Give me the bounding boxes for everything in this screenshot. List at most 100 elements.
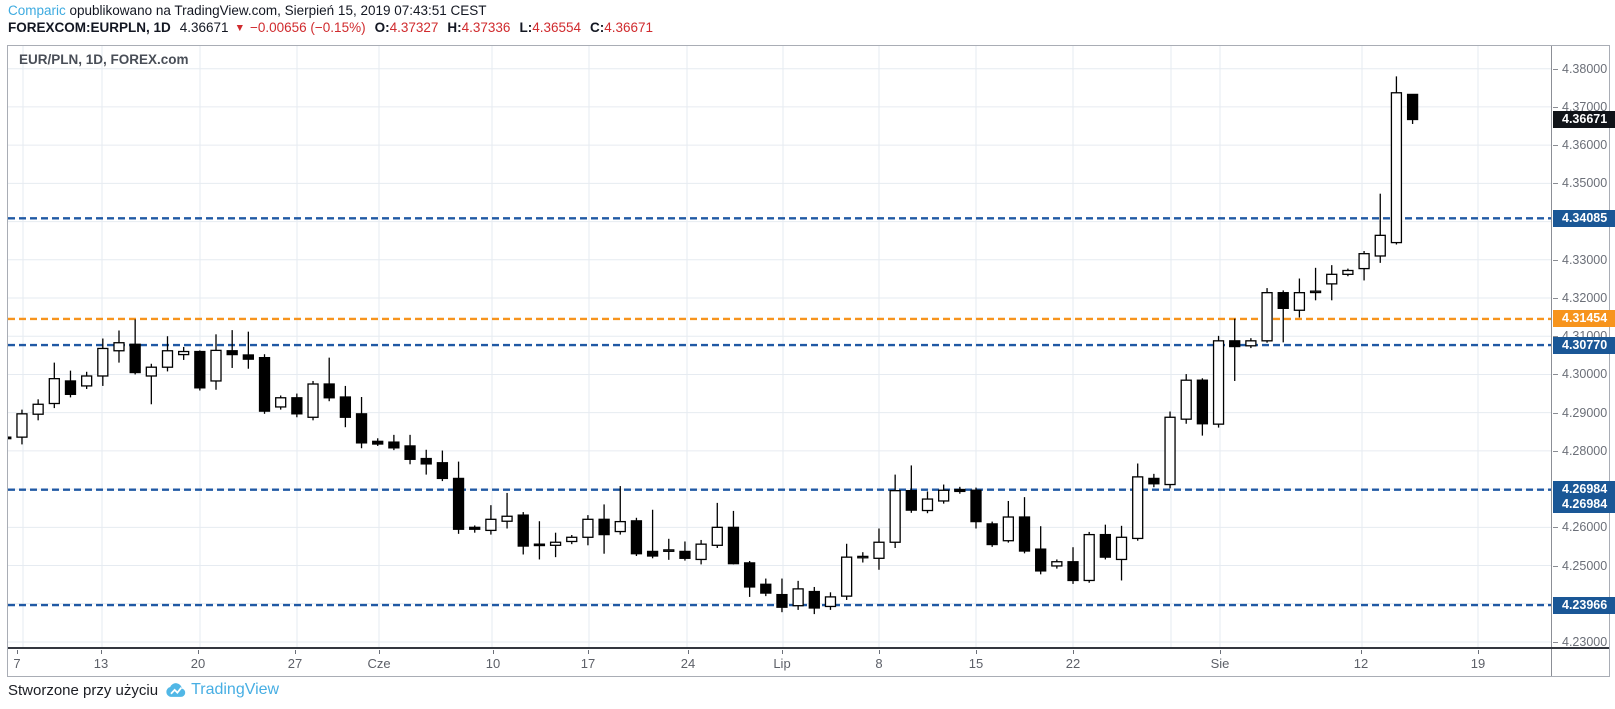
candle-body — [323, 383, 335, 399]
candle-body — [258, 356, 271, 412]
candle-body — [420, 457, 432, 465]
candle-body — [549, 541, 562, 546]
candle-body — [1229, 340, 1241, 348]
price-tick-label: 4.38000 — [1552, 61, 1607, 77]
time-tick — [295, 650, 296, 654]
time-tick — [379, 650, 380, 654]
candle-body — [905, 489, 917, 511]
candle-body — [663, 549, 675, 552]
price-tick-label: 4.26000 — [1552, 519, 1607, 535]
candle-body — [1390, 92, 1403, 244]
time-tick-label: 8 — [875, 656, 883, 671]
time-tick — [1361, 650, 1362, 654]
time-tick — [976, 650, 977, 654]
price-tick-label: 4.37000 — [1552, 99, 1607, 115]
candle-body — [1406, 93, 1419, 121]
time-tick-label: 20 — [190, 656, 206, 671]
level-lines — [8, 217, 1551, 607]
low-value: 4.36554 — [532, 20, 582, 35]
candle-body — [921, 498, 934, 512]
candle-body — [1245, 340, 1257, 347]
chart-frame: EUR/PLN, 1D, FOREX.com 4.38000 4.37000 4.3… — [7, 45, 1615, 677]
time-tick — [101, 650, 102, 654]
high-label: H: — [447, 20, 462, 35]
time-tick-label: Cze — [367, 656, 391, 671]
time-tick — [782, 650, 783, 654]
symbol-interval: FOREXCOM:EURPLN, 1D — [8, 20, 171, 35]
candle-body — [501, 515, 513, 522]
down-triangle-icon: ▼ — [234, 22, 245, 34]
time-tick — [688, 650, 689, 654]
candle-body — [32, 403, 44, 415]
candle-body — [178, 350, 190, 356]
candle-body — [1326, 273, 1338, 285]
time-tick-label: 13 — [93, 656, 109, 671]
candle-body — [857, 555, 869, 559]
candle-body — [792, 588, 804, 607]
candle-body — [452, 477, 465, 530]
candle-body — [372, 440, 384, 445]
candle-body — [824, 596, 837, 608]
price-tick-label: 4.33000 — [1552, 252, 1607, 268]
time-tick — [198, 650, 199, 654]
quote-line: FOREXCOM:EURPLN, 1D 4.36671 ▼ −0.00656 (… — [8, 20, 653, 35]
candle-body — [307, 383, 319, 418]
time-axis[interactable]: 7 13 20 27 Cze 10 17 24 Lip 8 15 22 Sie 12 19 — [8, 648, 1551, 675]
price-tick-label: 4.32000 — [1552, 290, 1607, 306]
time-tick-label: 15 — [968, 656, 984, 671]
level-price-badge: 4.34085 — [1553, 209, 1615, 227]
gridlines — [8, 46, 1551, 648]
price-tick-label: 4.25000 — [1552, 558, 1607, 574]
tradingview-link[interactable]: TradingView — [191, 681, 280, 698]
candle-body — [1293, 292, 1306, 311]
candle-body — [210, 349, 222, 382]
candle-body — [808, 590, 820, 609]
candle-body — [1067, 561, 1079, 582]
publish-line: Comparic opublikowano na TradingView.com… — [8, 3, 653, 18]
time-tick — [1220, 650, 1221, 654]
footer: Stworzone przy użyciu TradingView — [8, 681, 279, 699]
time-tick — [17, 650, 18, 654]
time-tick-label: 19 — [1470, 656, 1486, 671]
candle-body — [8, 436, 12, 440]
candles — [8, 76, 1419, 615]
candle-body — [743, 562, 756, 588]
footer-text: Stworzone przy użyciu — [8, 681, 159, 699]
candle-body — [533, 543, 546, 547]
candle-body — [630, 520, 643, 555]
close-label: C: — [590, 20, 605, 35]
time-tick-label: 10 — [485, 656, 501, 671]
candle-body — [1018, 516, 1031, 552]
price-tick-label: 4.23000 — [1552, 634, 1607, 650]
last-price-badge: 4.36671 — [1553, 110, 1615, 128]
candle-body — [194, 350, 206, 389]
time-tick-label: Lip — [773, 656, 791, 671]
open-value: 4.37327 — [389, 20, 439, 35]
candle-body — [469, 526, 481, 530]
candle-body — [1035, 548, 1047, 572]
candle-body — [1051, 561, 1063, 567]
level-price-badge: 4.26984 — [1553, 496, 1615, 514]
candle-body — [1261, 292, 1273, 342]
candlestick-chart[interactable] — [8, 46, 1551, 648]
candle-body — [1180, 379, 1192, 420]
candle-body — [679, 550, 691, 559]
time-tick-label: 7 — [13, 656, 21, 671]
tradingview-logo-icon[interactable] — [165, 682, 187, 698]
candle-body — [1164, 416, 1176, 486]
candle-body — [1374, 234, 1386, 257]
level-price-badge: 4.30770 — [1553, 336, 1615, 354]
candle-body — [436, 462, 449, 480]
candle-body — [64, 380, 77, 395]
author-link[interactable]: Comparic — [8, 3, 66, 18]
candle-body — [242, 354, 255, 360]
candle-body — [695, 543, 707, 561]
price-axis[interactable]: 4.38000 4.37000 4.36000 4.35000 4.33000 4.320… — [1551, 46, 1615, 676]
candle-body — [970, 489, 982, 523]
candle-body — [954, 488, 966, 493]
time-tick-label: 12 — [1353, 656, 1369, 671]
candle-body — [1342, 269, 1354, 275]
candle-body — [291, 397, 303, 415]
candle-body — [485, 518, 497, 532]
candle-body — [275, 397, 287, 408]
